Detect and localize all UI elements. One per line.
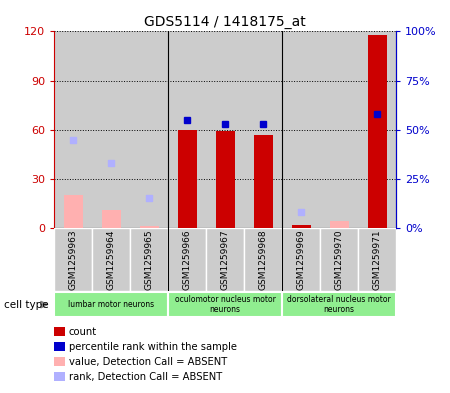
Bar [102,210,121,228]
Text: GSM1259968: GSM1259968 [258,229,267,290]
Bar [130,31,168,228]
FancyBboxPatch shape [168,228,206,291]
Bar [177,130,197,228]
Bar [329,221,348,228]
Text: GSM1259966: GSM1259966 [183,229,192,290]
FancyBboxPatch shape [320,228,358,291]
FancyBboxPatch shape [130,228,168,291]
Text: lumbar motor neurons: lumbar motor neurons [68,300,154,309]
Bar [206,31,244,228]
Bar [320,31,358,228]
Text: dorsolateral nucleus motor
neurons: dorsolateral nucleus motor neurons [287,295,391,314]
Title: GDS5114 / 1418175_at: GDS5114 / 1418175_at [144,15,306,29]
Bar [282,31,320,228]
FancyBboxPatch shape [206,228,244,291]
Text: GSM1259965: GSM1259965 [144,229,153,290]
FancyBboxPatch shape [92,228,130,291]
Bar [253,134,273,228]
Bar [358,31,396,228]
Bar [216,131,234,228]
Text: cell type: cell type [4,299,49,310]
Bar [63,195,82,228]
Text: GSM1259964: GSM1259964 [107,229,116,290]
Text: GSM1259970: GSM1259970 [334,229,343,290]
FancyBboxPatch shape [168,292,282,317]
Text: count: count [69,327,97,337]
Text: oculomotor nucleus motor
neurons: oculomotor nucleus motor neurons [175,295,275,314]
FancyBboxPatch shape [282,292,396,317]
Bar [140,226,158,228]
FancyBboxPatch shape [54,228,92,291]
Bar [368,35,387,228]
Text: percentile rank within the sample: percentile rank within the sample [69,342,237,352]
Bar [92,31,130,228]
FancyBboxPatch shape [282,228,320,291]
Bar [54,31,92,228]
Text: GSM1259971: GSM1259971 [373,229,382,290]
FancyBboxPatch shape [54,292,168,317]
Text: GSM1259967: GSM1259967 [220,229,230,290]
Text: rank, Detection Call = ABSENT: rank, Detection Call = ABSENT [69,372,222,382]
Text: GSM1259963: GSM1259963 [68,229,77,290]
FancyBboxPatch shape [358,228,396,291]
Bar [244,31,282,228]
FancyBboxPatch shape [244,228,282,291]
Bar [168,31,206,228]
Text: GSM1259969: GSM1259969 [297,229,306,290]
Text: value, Detection Call = ABSENT: value, Detection Call = ABSENT [69,357,227,367]
Bar [292,225,310,228]
